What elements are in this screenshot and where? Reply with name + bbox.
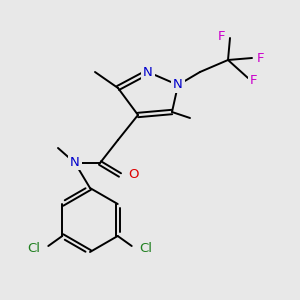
Text: N: N	[143, 65, 153, 79]
Text: N: N	[173, 79, 183, 92]
Text: Cl: Cl	[27, 242, 40, 254]
Text: N: N	[70, 155, 80, 169]
Text: Cl: Cl	[140, 242, 153, 254]
Text: O: O	[128, 169, 139, 182]
Text: F: F	[218, 29, 225, 43]
Text: F: F	[257, 52, 265, 64]
Text: F: F	[250, 74, 257, 86]
